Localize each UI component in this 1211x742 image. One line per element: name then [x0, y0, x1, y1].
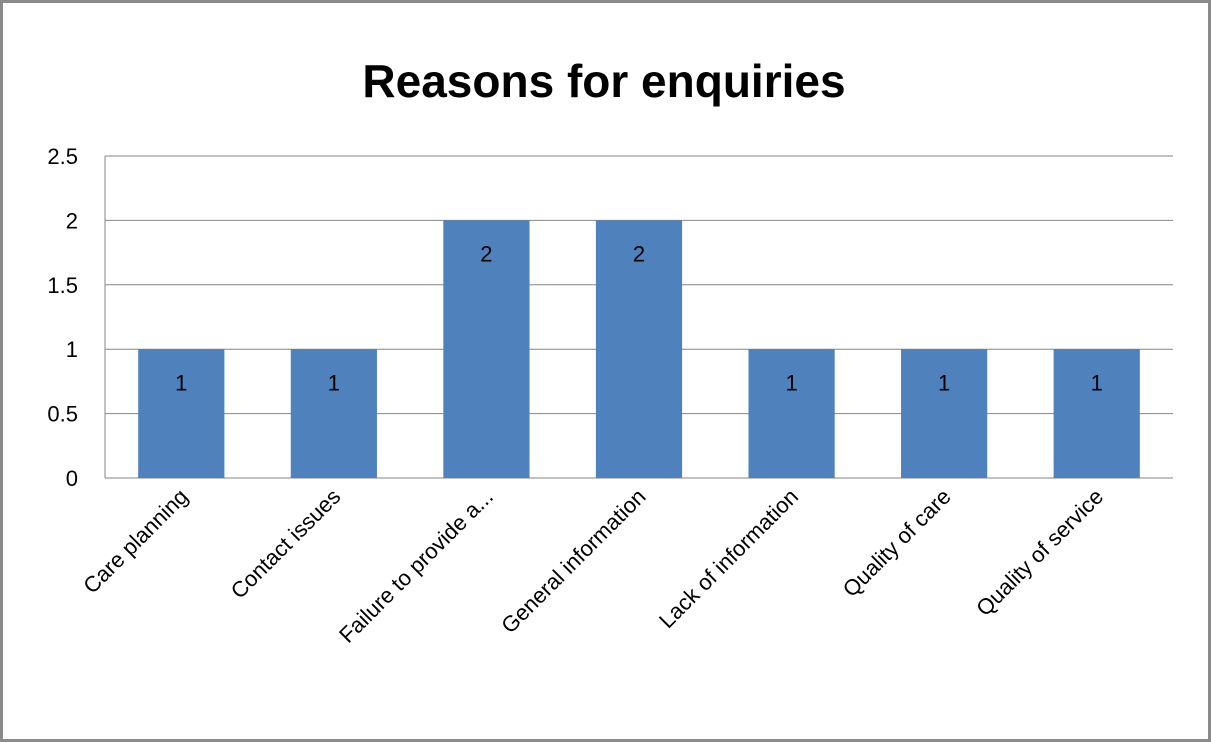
data-label: 2 — [633, 242, 645, 267]
y-tick-label: 2.5 — [47, 144, 78, 169]
data-label: 1 — [938, 370, 950, 395]
bar — [595, 220, 683, 478]
bar — [443, 220, 530, 478]
data-label: 1 — [175, 370, 187, 395]
x-category-label: Quality of care — [838, 484, 956, 602]
y-tick-label: 0 — [66, 466, 78, 491]
chart-title: Reasons for enquiries — [362, 55, 845, 107]
x-category-label: General information — [496, 484, 650, 638]
y-tick-label: 1.5 — [47, 273, 78, 298]
x-category-label: Contact issues — [226, 484, 346, 604]
y-tick-label: 0.5 — [47, 402, 78, 427]
bar — [1053, 349, 1140, 478]
data-label: 1 — [1091, 370, 1103, 395]
data-labels: 1 1 2 2 1 1 1 — [175, 242, 1103, 396]
x-category-label: Care planning — [78, 484, 193, 599]
bar — [901, 349, 988, 478]
bar — [290, 349, 377, 478]
bar — [748, 349, 835, 478]
y-tick-label: 1 — [66, 337, 78, 362]
data-label: 1 — [328, 370, 340, 395]
data-label: 1 — [785, 370, 797, 395]
data-label: 2 — [480, 242, 492, 267]
bar — [138, 349, 225, 478]
x-category-label: Quality of service — [971, 484, 1108, 621]
x-category-label: Lack of information — [654, 484, 803, 633]
y-axis-tick-labels: 0 0.5 1 1.5 2 2.5 — [47, 144, 78, 491]
bars — [138, 220, 1140, 478]
y-tick-label: 2 — [66, 208, 78, 233]
x-category-label: Failure to provide a... — [334, 484, 498, 648]
